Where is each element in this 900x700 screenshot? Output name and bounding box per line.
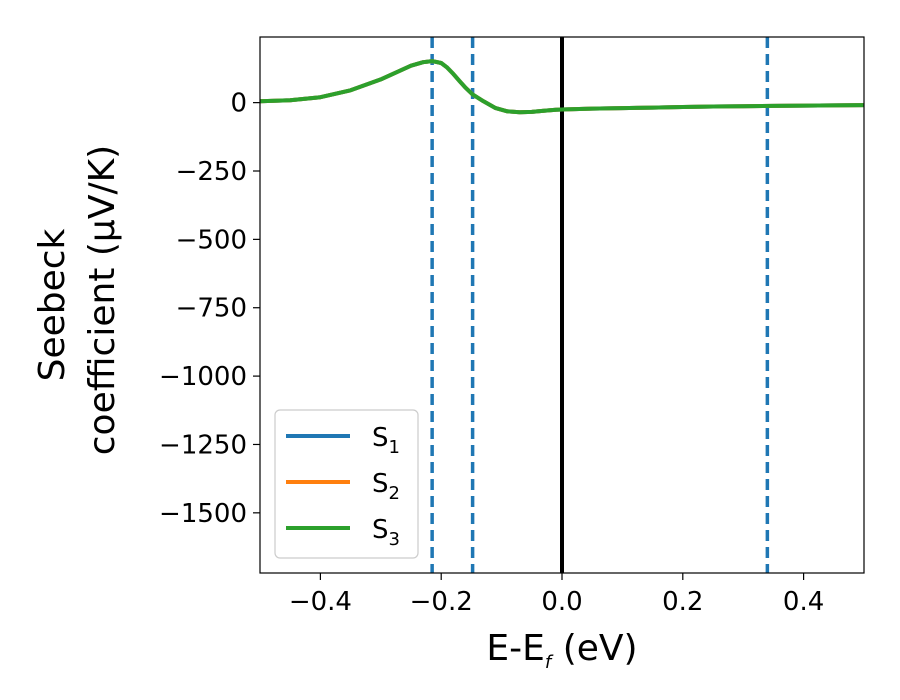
axis-ticks: −0.4 −0.2 0.0 0.2 0.4 0 −250 −500 −750 −1000 −1250… (159, 89, 824, 617)
x-axis-subscript: f (545, 652, 554, 673)
y-axis-title-line2: coefficient (μV/K) (82, 145, 123, 455)
x-tick-label: 0.0 (541, 587, 582, 617)
series-line-S3 (260, 59, 864, 115)
y-tick-label: −500 (176, 225, 247, 255)
y-tick-label: −250 (176, 157, 247, 187)
x-tick-label: −0.4 (289, 587, 352, 617)
x-tick-label: −0.2 (410, 587, 473, 617)
x-axis-unit: (eV) (563, 628, 638, 669)
x-axis-label: E-E (486, 628, 544, 669)
y-tick-label: −1000 (159, 362, 247, 392)
legend-label-S1: S1 (372, 423, 400, 458)
y-tick-label: −1250 (159, 430, 247, 460)
plot-content (260, 37, 864, 573)
y-tick-label: −1500 (159, 499, 247, 529)
x-axis-title: E-Ef (eV) (486, 628, 637, 673)
y-tick-label: −750 (176, 294, 247, 324)
y-tick-label: 0 (230, 89, 247, 119)
legend-label-S2: S2 (372, 469, 400, 504)
plot-area (259, 36, 865, 574)
legend: S1 S2 S3 (274, 409, 419, 559)
y-axis-label: coefficient (82, 268, 123, 456)
legend-label-S3: S3 (372, 515, 400, 550)
y-axis-title-line1: Seebeck (32, 228, 73, 381)
x-tick-label: 0.2 (662, 587, 703, 617)
x-tick-label: 0.4 (783, 587, 824, 617)
y-axis-unit: (μV/K) (82, 145, 123, 256)
